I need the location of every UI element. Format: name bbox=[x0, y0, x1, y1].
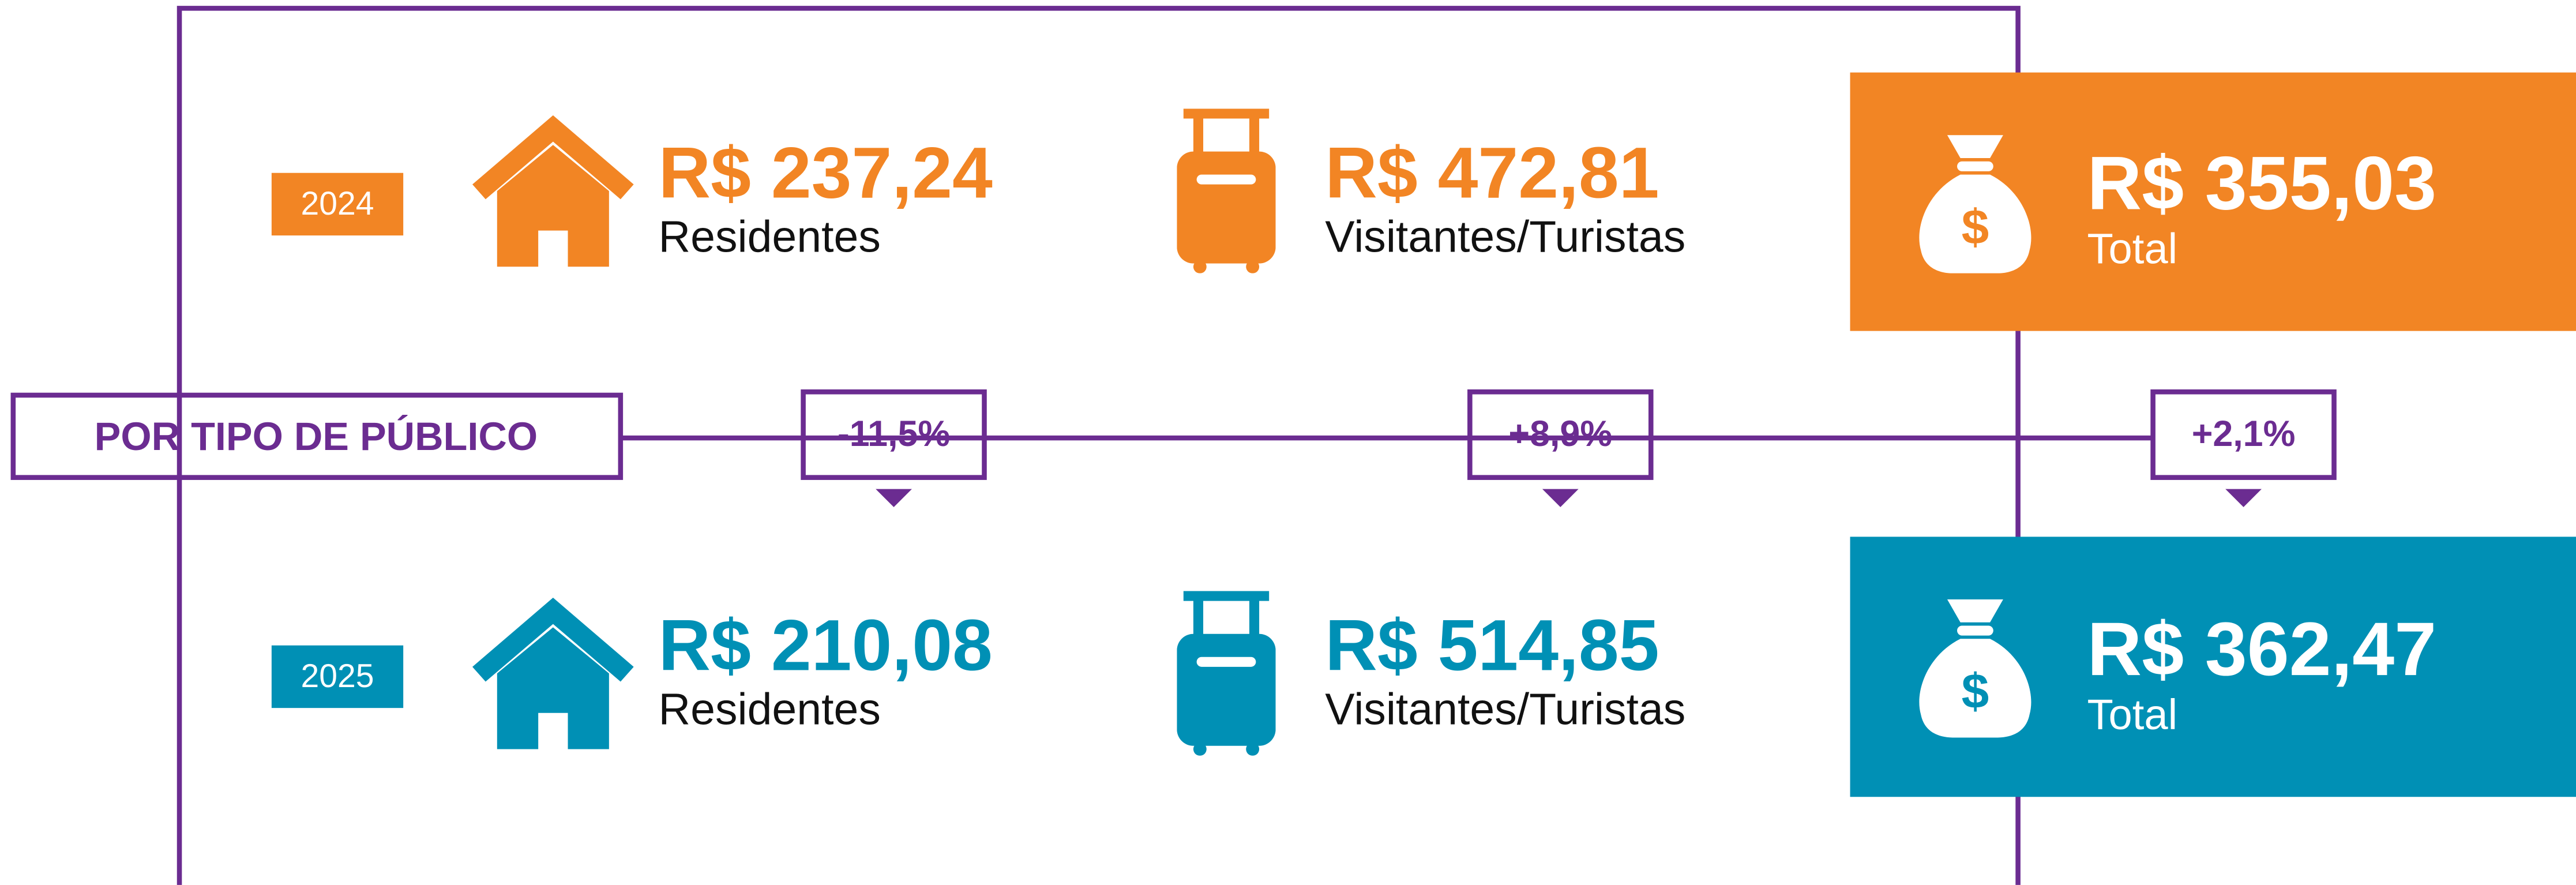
change-text: -11,5% bbox=[838, 414, 950, 454]
visitantes-value: R$ 514,85 bbox=[1325, 605, 1659, 686]
change: -11,5% bbox=[801, 389, 987, 508]
year: 2024 bbox=[301, 185, 374, 222]
total-value: R$ 355,03 bbox=[2087, 140, 2436, 225]
change-box bbox=[2150, 389, 2337, 480]
residentes-value: R$ 237,24 bbox=[658, 132, 993, 213]
change: +2,1% bbox=[2150, 389, 2337, 508]
frame bbox=[177, 6, 2021, 885]
total-value: R$ 362,47 bbox=[2087, 606, 2436, 691]
label-box bbox=[10, 392, 624, 480]
change: +8,9% bbox=[1467, 389, 1654, 508]
section-label: POR TIPO DE PÚBLICO bbox=[95, 414, 538, 459]
total-label: Total bbox=[2087, 225, 2177, 273]
house-icon bbox=[472, 115, 634, 267]
visitantes-value: R$ 472,81 bbox=[1325, 132, 1659, 213]
visitantes-label: Visitantes/Turistas bbox=[1325, 685, 1685, 734]
visitantes-label: Visitantes/Turistas bbox=[1325, 212, 1685, 262]
change-box bbox=[801, 389, 987, 480]
year: 2025 bbox=[301, 658, 374, 695]
year-badge bbox=[271, 172, 404, 236]
suitcase-icon bbox=[1177, 591, 1276, 756]
residentes-value: R$ 210,08 bbox=[658, 605, 992, 686]
arrow bbox=[2225, 489, 2262, 508]
arrow bbox=[1542, 489, 1579, 508]
change-text: +8,9% bbox=[1508, 414, 1612, 454]
arrow bbox=[876, 489, 912, 508]
suitcase-icon bbox=[1177, 108, 1276, 273]
house-icon bbox=[472, 597, 634, 749]
change-text: +2,1% bbox=[2192, 414, 2296, 454]
total-label: Total bbox=[2087, 691, 2177, 738]
residentes-label: Residentes bbox=[658, 685, 880, 734]
residentes-label: Residentes bbox=[658, 212, 880, 262]
change-box bbox=[1467, 389, 1654, 480]
row-2024: 2024 R$ 237,24 Residentes R$ 472,81 Visi… bbox=[271, 72, 2576, 331]
row-2025: 2025 R$ 210,08 Residentes R$ 514,85 Visi… bbox=[271, 537, 2576, 797]
year-badge bbox=[271, 645, 404, 708]
